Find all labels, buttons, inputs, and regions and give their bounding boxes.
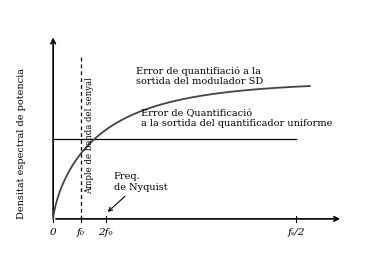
Text: fₛ/2: fₛ/2	[287, 228, 305, 237]
Text: f₀: f₀	[77, 228, 85, 237]
Text: Error de quantifiació a la
sortida del modulador SD: Error de quantifiació a la sortida del m…	[136, 67, 263, 86]
Text: Ample de banda del senyal: Ample de banda del senyal	[85, 77, 94, 193]
Text: Densitat espectral de potencia: Densitat espectral de potencia	[17, 68, 26, 219]
Text: 0: 0	[50, 228, 56, 237]
Text: 2f₀: 2f₀	[98, 228, 113, 237]
Text: Freq.
de Nyquist: Freq. de Nyquist	[109, 172, 168, 211]
Text: Error de Quantificació
a la sortida del quantificador uniforme: Error de Quantificació a la sortida del …	[141, 109, 333, 128]
